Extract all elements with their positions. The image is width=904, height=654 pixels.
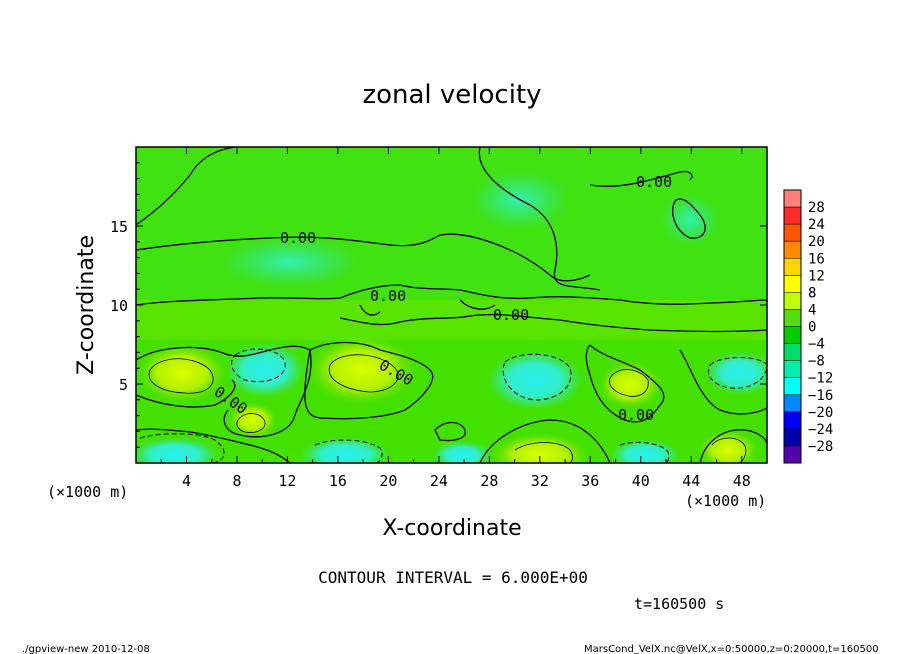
colorbar-swatch [784, 241, 801, 259]
colorbar-label: 24 [808, 217, 825, 233]
y-axis-title: Z-coordinate [74, 235, 99, 375]
zero-contours [136, 147, 767, 463]
contour-label: 0.00 [280, 229, 316, 247]
contour-label: 0.00 [618, 406, 654, 424]
colorbar-label: 4 [808, 302, 816, 318]
colorbar-label: −20 [808, 405, 833, 421]
colorbar-swatch [784, 275, 801, 293]
colorbar-label: −8 [808, 354, 825, 370]
x-tick-label: 20 [379, 472, 397, 490]
colorbar-swatch [784, 411, 801, 430]
contour-label: 0.00 [636, 173, 672, 191]
contour-label: 0.00 [493, 306, 529, 324]
colorbar-swatch [784, 394, 801, 413]
colorbar-label: 20 [808, 234, 825, 250]
x-tick-label: 32 [531, 472, 549, 490]
negative-contours [139, 348, 767, 463]
colorbar-label: 16 [808, 251, 825, 267]
colorbar-label: 28 [808, 200, 825, 216]
colorbar-swatch [784, 224, 801, 242]
contour-label: 0.00 [370, 287, 406, 305]
velocity-field [136, 147, 767, 463]
positive-contours [148, 354, 747, 463]
x-tick-label: 4 [182, 472, 191, 490]
chart-title: zonal velocity [362, 80, 541, 110]
x-axis-title: X-coordinate [382, 516, 521, 541]
colorbar-label: −16 [808, 388, 833, 404]
y-tick-label: 10 [110, 297, 128, 315]
footer-right: MarsCond_VelX.nc@VelX,x=0:50000,z=0:2000… [584, 644, 879, 654]
colorbar-swatch [784, 428, 801, 447]
colorbar-swatch [784, 258, 801, 276]
colorbar-label: 8 [808, 285, 816, 301]
x-tick-label: 24 [430, 472, 448, 490]
x-tick-label: 16 [329, 472, 347, 490]
colorbar-label: −28 [808, 439, 833, 455]
x-tick-label: 8 [232, 472, 241, 490]
x-axis-unit: (×1000 m) [685, 492, 766, 510]
colorbar-swatch [784, 207, 801, 225]
colorbar-swatch [784, 309, 801, 327]
y-axis-ticks: 5 10 15 [110, 162, 767, 448]
colorbar-label: 12 [808, 268, 825, 284]
x-tick-label: 36 [581, 472, 599, 490]
colorbar-label: −24 [808, 422, 833, 438]
y-tick-label: 15 [110, 218, 128, 236]
contour-interval-text: CONTOUR INTERVAL = 6.000E+00 [318, 568, 588, 587]
x-tick-label: 28 [480, 472, 498, 490]
time-text: t=160500 s [634, 595, 724, 613]
colorbar-swatch [784, 343, 801, 362]
colorbar-label: −12 [808, 371, 833, 387]
colorbar-swatch [784, 190, 801, 208]
footer-left: ./gpview-new 2010-12-08 [22, 644, 150, 654]
x-tick-label: 12 [278, 472, 296, 490]
y-axis-unit: (×1000 m) [47, 483, 128, 501]
colorbar-swatch [784, 445, 801, 464]
x-tick-label: 44 [682, 472, 700, 490]
colorbar-swatch [784, 377, 801, 396]
colorbar-label: −4 [808, 337, 825, 353]
colorbar-swatch [784, 326, 801, 345]
colorbar-swatch [784, 292, 801, 310]
colorbar-label: 0 [808, 320, 816, 336]
y-tick-label: 5 [119, 376, 128, 394]
x-tick-label: 48 [733, 472, 751, 490]
x-axis-ticks: 4 8 12 16 20 24 28 32 36 40 44 48 [160, 147, 751, 490]
x-tick-label: 40 [632, 472, 650, 490]
colorbar-swatch [784, 360, 801, 379]
